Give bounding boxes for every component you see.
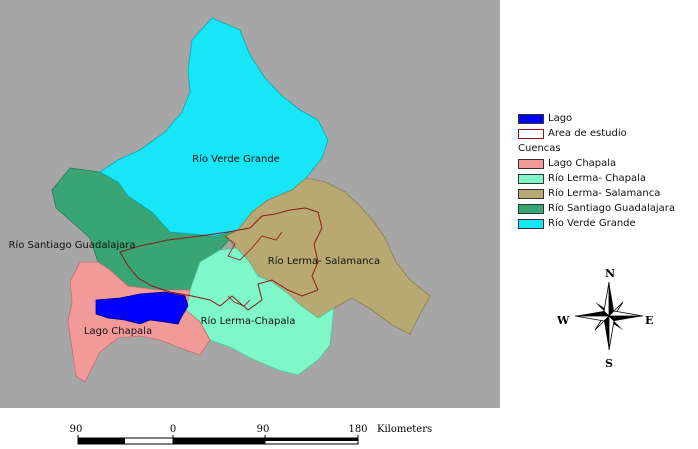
legend-swatch-cuenca [518,159,544,169]
legend-row-cuenca: Río Santiago Guadalajara [516,202,698,217]
legend-label-cuenca: Río Verde Grande [548,218,636,229]
scale-tick-label: 90 [70,424,83,435]
legend-label-cuenca: Lago Chapala [548,158,617,169]
legend-swatch-cuenca [518,189,544,199]
scale-unit: Kilometers [377,424,432,435]
scale-tick-label: 0 [170,424,176,435]
label-verde: Río Verde Grande [192,153,280,165]
legend-row-cuenca: Río Lerma- Chapala [516,172,698,187]
legend-label-area: Area de estudio [548,128,627,139]
compass-west: W [556,314,570,327]
legend-header-row: Cuencas [516,142,698,157]
legend-row-cuenca: Río Lerma- Salamanca [516,187,698,202]
study-area-boundary [119,207,323,311]
label-salamanca: Río Lerma- Salamanca [268,255,380,267]
scale-segment-dark [173,438,265,444]
scale-tick-label: 180 [348,424,367,435]
legend-row-cuenca: Lago Chapala [516,157,698,172]
legend-label-cuenca: Río Lerma- Salamanca [548,188,661,199]
legend-label-lago: Lago [548,113,573,124]
scale-segment-dark [78,438,125,444]
legend-swatch-cuenca [518,174,544,184]
region-verde[interactable] [99,17,329,237]
region-lerma-chapala[interactable] [185,247,335,376]
legend-row-cuenca: Río Verde Grande [516,217,698,232]
legend-swatch-lago [518,114,544,124]
study-area-inner-line [224,231,283,307]
legend-label-cuenca: Río Santiago Guadalajara [548,203,676,214]
legend: Lago Area de estudio Cuencas Lago Chapal… [516,112,698,232]
compass-rose-icon [574,281,644,351]
scale-segment-dark [265,438,358,441]
legend-swatch-area [518,129,544,139]
label-santiago: Río Santiago Guadalajara [8,239,135,251]
scale-bar: 90 0 90 180 Kilometers [70,424,432,445]
label-lerma-chapala: Río Lerma-Chapala [201,315,296,327]
legend-swatch-cuenca [518,204,544,214]
legend-row-area: Area de estudio [516,127,698,142]
legend-swatch-cuenca [518,219,544,229]
lake-chapala[interactable] [95,291,189,325]
compass-north: N [605,267,615,280]
compass-south: S [605,357,613,370]
legend-row-lago: Lago [516,112,698,127]
scale-tick-label: 90 [257,424,270,435]
legend-header: Cuencas [518,143,561,154]
map-panel: Río Verde Grande Río Santiago Guadalajar… [0,0,500,408]
north-arrow-compass: N S E W [556,267,653,370]
basin-map: Río Verde Grande Río Santiago Guadalajar… [8,17,431,383]
label-lago-chapala: Lago Chapala [84,326,152,337]
legend-label-cuenca: Río Lerma- Chapala [548,173,646,184]
compass-east: E [645,314,653,327]
